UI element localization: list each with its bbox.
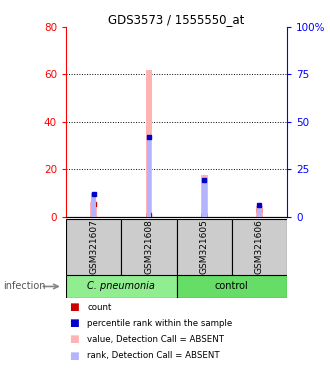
Text: percentile rank within the sample: percentile rank within the sample <box>87 319 233 328</box>
Text: count: count <box>87 303 112 312</box>
Bar <box>201 175 208 217</box>
Bar <box>66 219 121 275</box>
Bar <box>121 219 177 275</box>
Title: GDS3573 / 1555550_at: GDS3573 / 1555550_at <box>108 13 245 26</box>
Text: GSM321607: GSM321607 <box>89 219 98 274</box>
Text: ■: ■ <box>69 318 79 328</box>
Bar <box>256 206 263 217</box>
Text: ■: ■ <box>69 334 79 344</box>
Text: GSM321608: GSM321608 <box>145 219 153 274</box>
Text: C. pneumonia: C. pneumonia <box>87 281 155 291</box>
Bar <box>146 70 152 217</box>
Bar <box>91 193 96 217</box>
Text: GSM321605: GSM321605 <box>200 219 209 274</box>
Text: control: control <box>215 281 249 291</box>
Bar <box>147 137 151 217</box>
Bar <box>177 219 232 275</box>
Text: value, Detection Call = ABSENT: value, Detection Call = ABSENT <box>87 335 224 344</box>
Text: rank, Detection Call = ABSENT: rank, Detection Call = ABSENT <box>87 351 220 360</box>
Bar <box>177 275 287 298</box>
Text: ■: ■ <box>69 302 79 312</box>
Bar <box>202 180 207 217</box>
Text: GSM321606: GSM321606 <box>255 219 264 274</box>
Text: infection: infection <box>3 281 46 291</box>
Bar <box>90 202 97 217</box>
Bar <box>66 275 177 298</box>
Bar <box>232 219 287 275</box>
Bar <box>257 205 262 217</box>
Text: ■: ■ <box>69 351 79 361</box>
